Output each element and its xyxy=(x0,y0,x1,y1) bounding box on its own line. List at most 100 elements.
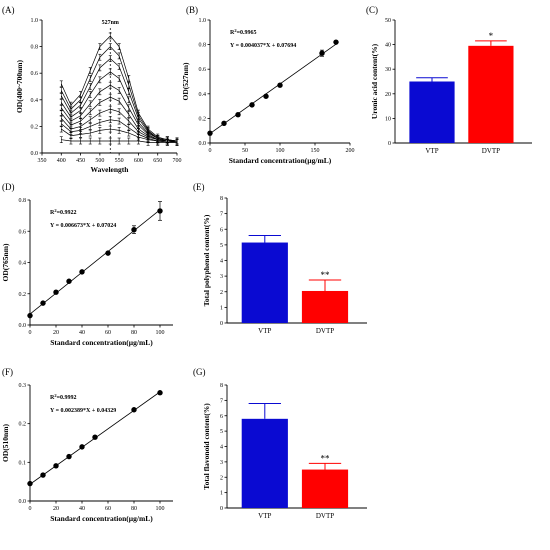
y-tick-label: 0.4 xyxy=(19,261,27,267)
x-tick-label: 150 xyxy=(311,148,320,154)
y-axis-title: OD(765nm) xyxy=(1,243,10,281)
y-tick-label: 10 xyxy=(385,116,391,122)
y-axis-title: Total polyphenol content(%) xyxy=(202,214,211,306)
category-label: VTP xyxy=(258,512,271,520)
r-squared-value: =0.9922 xyxy=(57,210,77,216)
y-tick-label: 40 xyxy=(385,43,391,49)
data-point xyxy=(79,269,85,275)
category-label: DVTP xyxy=(482,147,500,155)
r-squared-label: R2=0.9922 xyxy=(50,208,77,217)
data-point xyxy=(40,472,46,478)
bar-dvtp xyxy=(468,45,514,143)
y-tick-label: 3 xyxy=(220,274,223,280)
regression-line xyxy=(209,43,337,134)
y-tick-label: 0.6 xyxy=(199,67,207,73)
y-tick-label: 8 xyxy=(220,196,223,202)
x-tick-label: 200 xyxy=(346,148,355,154)
data-point xyxy=(157,390,163,396)
regression-equation: Y = 0.002389*X + 0.04329 xyxy=(50,408,116,414)
data-point xyxy=(263,93,269,99)
y-axis-title: OD(510nm) xyxy=(1,424,10,462)
x-tick-label: 20 xyxy=(53,330,59,336)
y-tick-label: 50 xyxy=(385,18,391,24)
x-tick-label: 700 xyxy=(173,158,182,164)
r-squared-label: R2=0.9992 xyxy=(50,393,77,402)
x-tick-label: 0 xyxy=(29,506,32,512)
y-tick-label: 0.2 xyxy=(19,422,27,428)
x-tick-label: 100 xyxy=(156,506,165,512)
r-squared-exponent: 2 xyxy=(54,208,57,213)
significance-marker: * xyxy=(489,31,494,41)
data-point xyxy=(235,112,241,118)
y-tick-label: 0.8 xyxy=(199,43,207,49)
x-tick-label: 20 xyxy=(53,506,59,512)
panel-c-chart: 0 10 20 30 40 50 VTP * DVTP Uronic acid content(%… xyxy=(370,18,532,155)
y-tick-label: 0.0 xyxy=(19,323,27,329)
panel-g-chart: 0 1 2 3 4 5 6 7 8 VTP ** DVTP Total flavonoid conten… xyxy=(202,383,367,520)
r-squared-exponent: 2 xyxy=(234,28,237,33)
y-axis-title: Total flavonoid content(%) xyxy=(202,403,211,490)
y-tick-label: 4 xyxy=(220,445,223,451)
y-tick-label: 7 xyxy=(220,398,223,404)
panel-f-chart: 0.0 0.1 0.2 0.3 0 20 40 60 80 100 R2=0.9992 Y = 0.0… xyxy=(1,383,173,523)
y-axis-title: OD(527nm) xyxy=(181,62,190,100)
y-tick-label: 0.6 xyxy=(31,71,39,77)
x-tick-label: 40 xyxy=(79,506,85,512)
y-tick-label: 0.2 xyxy=(19,292,27,298)
bar-vtp xyxy=(241,418,288,508)
panel-e-chart: 0 1 2 3 4 5 6 7 8 VTP ** DVTP Total polyphenol conte… xyxy=(202,196,367,335)
y-tick-label: 0 xyxy=(388,141,391,147)
y-tick-label: 0 xyxy=(220,321,223,327)
x-tick-label: 350 xyxy=(38,158,47,164)
y-tick-label: 0.1 xyxy=(19,460,27,466)
panel-label-d: (D) xyxy=(2,182,15,192)
panel-d-chart: 0.0 0.2 0.4 0.6 0.8 0 20 40 60 80 100 R2=0.9922 Y = … xyxy=(1,198,173,347)
data-point xyxy=(66,453,72,460)
y-tick-label: 0.6 xyxy=(19,229,27,235)
r-squared-value: =0.9992 xyxy=(57,395,77,401)
panel-label-c: (C) xyxy=(366,5,378,15)
y-tick-label: 0.8 xyxy=(31,45,39,51)
y-tick-label: 20 xyxy=(385,92,391,98)
x-axis-title: Standard concentration(µg/mL) xyxy=(229,156,332,165)
data-point xyxy=(27,312,33,319)
y-tick-label: 8 xyxy=(220,383,223,389)
x-tick-label: 80 xyxy=(131,330,137,336)
y-tick-label: 0.2 xyxy=(199,116,207,122)
y-tick-label: 1.0 xyxy=(199,18,207,24)
panel-b-chart: 0.0 0.2 0.4 0.6 0.8 1.0 0 50 100 150 200 R2=0.9965 Y… xyxy=(181,18,355,165)
y-tick-label: 0.2 xyxy=(31,124,39,130)
panel-label-a: (A) xyxy=(2,5,15,15)
data-point xyxy=(131,407,137,413)
category-label: VTP xyxy=(425,147,438,155)
y-tick-label: 6 xyxy=(220,227,223,233)
regression-equation: Y = 0.004037*X + 0.07694 xyxy=(230,43,296,49)
panel-label-f: (F) xyxy=(2,367,13,377)
x-tick-label: 450 xyxy=(76,158,85,164)
y-tick-label: 6 xyxy=(220,414,223,420)
data-point xyxy=(207,130,213,136)
data-point xyxy=(92,434,98,440)
regression-line xyxy=(29,209,161,315)
x-tick-label: 100 xyxy=(276,148,285,154)
r-squared-value: =0.9965 xyxy=(237,30,257,36)
x-tick-label: 60 xyxy=(105,330,111,336)
data-point xyxy=(105,250,111,256)
bar-dvtp xyxy=(301,290,349,323)
x-tick-label: 550 xyxy=(115,158,124,164)
y-tick-label: 5 xyxy=(220,429,223,435)
y-axis-title: Uronic acid content(%) xyxy=(370,43,379,119)
y-tick-label: 0.0 xyxy=(19,499,27,505)
x-tick-label: 400 xyxy=(57,158,66,164)
x-axis-title: Wavelength xyxy=(91,165,130,174)
y-tick-label: 0.8 xyxy=(19,198,27,204)
data-point xyxy=(40,300,46,306)
data-point xyxy=(333,39,339,45)
x-axis-title: Standard concentration(µg/mL) xyxy=(50,338,153,347)
x-tick-label: 40 xyxy=(79,330,85,336)
data-point xyxy=(319,50,325,56)
data-point xyxy=(79,444,85,450)
r-squared-prefix: R xyxy=(230,30,235,36)
